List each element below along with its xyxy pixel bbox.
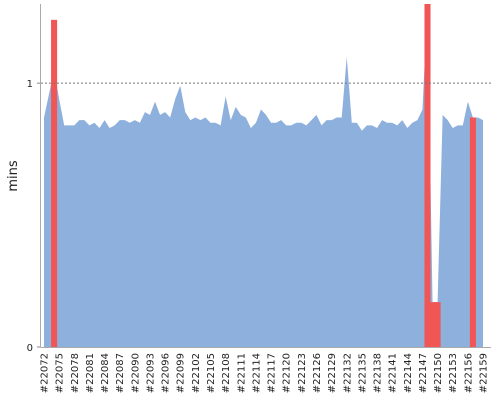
x-tick-label: #22150 xyxy=(433,353,444,393)
x-tick-label: #22099 xyxy=(176,353,187,393)
x-tick-label: #22126 xyxy=(312,353,323,393)
x-tick-label: #22105 xyxy=(206,353,217,393)
y-tick-label: 1 xyxy=(27,79,33,90)
x-tick-label: #22114 xyxy=(251,353,262,393)
x-tick-label: #22075 xyxy=(55,353,66,393)
x-tick-label: #22132 xyxy=(342,353,353,393)
x-tick-label: #22159 xyxy=(479,353,490,393)
x-tick-label: #22111 xyxy=(236,353,247,393)
x-tick-label: #22138 xyxy=(373,353,384,393)
x-tick-label: #22117 xyxy=(267,353,278,393)
x-tick-label: #22090 xyxy=(130,353,141,393)
x-tick-label: #22096 xyxy=(161,353,172,393)
bar xyxy=(424,4,431,347)
bar xyxy=(429,302,436,347)
x-tick-label: #22081 xyxy=(85,353,96,393)
x-tick-label: #22084 xyxy=(100,353,111,393)
x-tick-label: #22123 xyxy=(297,353,308,393)
x-tick-label: #22129 xyxy=(327,353,338,393)
y-axis-label: mins xyxy=(6,160,21,192)
x-tick-label: #22087 xyxy=(115,353,126,393)
area xyxy=(44,4,483,347)
x-tick-label: #22156 xyxy=(463,353,474,393)
x-tick-label: #22120 xyxy=(282,353,293,393)
x-tick-label: #22153 xyxy=(448,353,459,393)
x-tick-label: #22135 xyxy=(357,353,368,393)
bar xyxy=(469,117,476,347)
bar xyxy=(51,19,58,347)
x-tick-label: #22144 xyxy=(403,353,414,393)
x-tick-label: #22078 xyxy=(70,353,81,393)
x-tick-label: #22093 xyxy=(145,353,156,393)
x-tick-label: #22072 xyxy=(40,353,51,393)
y-tick-label: 0 xyxy=(27,343,33,354)
x-tick-label: #22108 xyxy=(221,353,232,393)
bar xyxy=(434,302,441,347)
x-tick-label: #22102 xyxy=(191,353,202,393)
x-tick-label: #22147 xyxy=(418,353,429,393)
x-tick-label: #22141 xyxy=(388,353,399,393)
